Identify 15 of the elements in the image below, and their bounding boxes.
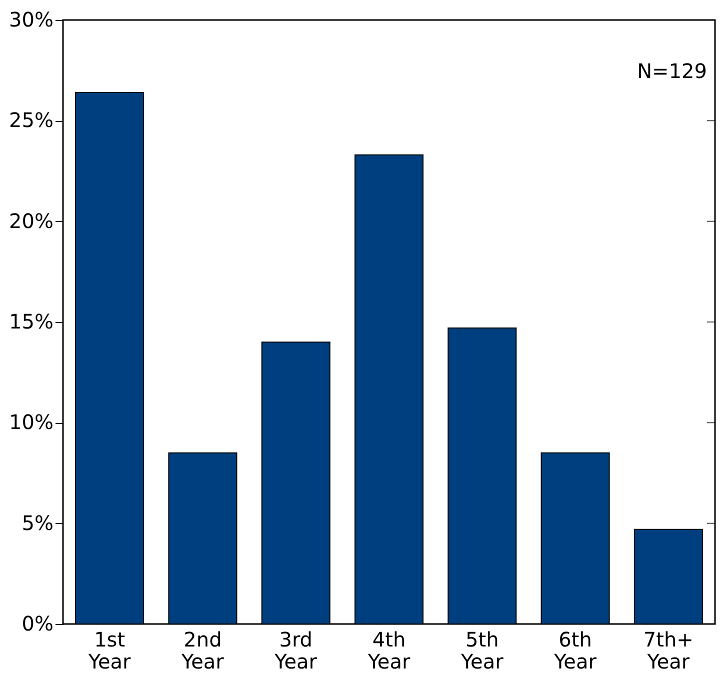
y-tick-label: 20%: [9, 208, 54, 233]
y-tick-label: 0%: [22, 612, 54, 636]
x-tick-label: 3rd Year: [274, 628, 318, 674]
y-tick-label: 25%: [9, 108, 54, 132]
annotation: N=129: [637, 59, 707, 83]
x-tick-label: 2nd Year: [180, 628, 225, 674]
y-tick-label: 30%: [9, 8, 54, 32]
x-tick-label: 4th Year: [366, 628, 411, 674]
x-tick-label: 6th Year: [553, 628, 598, 674]
x-tick-label: 5th Year: [460, 628, 504, 674]
y-tick-label: 15%: [9, 310, 54, 334]
y-tick-label: 10%: [9, 410, 54, 434]
x-tick-label: 7th+ Year: [643, 628, 694, 674]
y-tick-label: 5%: [22, 510, 54, 535]
x-tick-label: 1st Year: [87, 628, 132, 674]
